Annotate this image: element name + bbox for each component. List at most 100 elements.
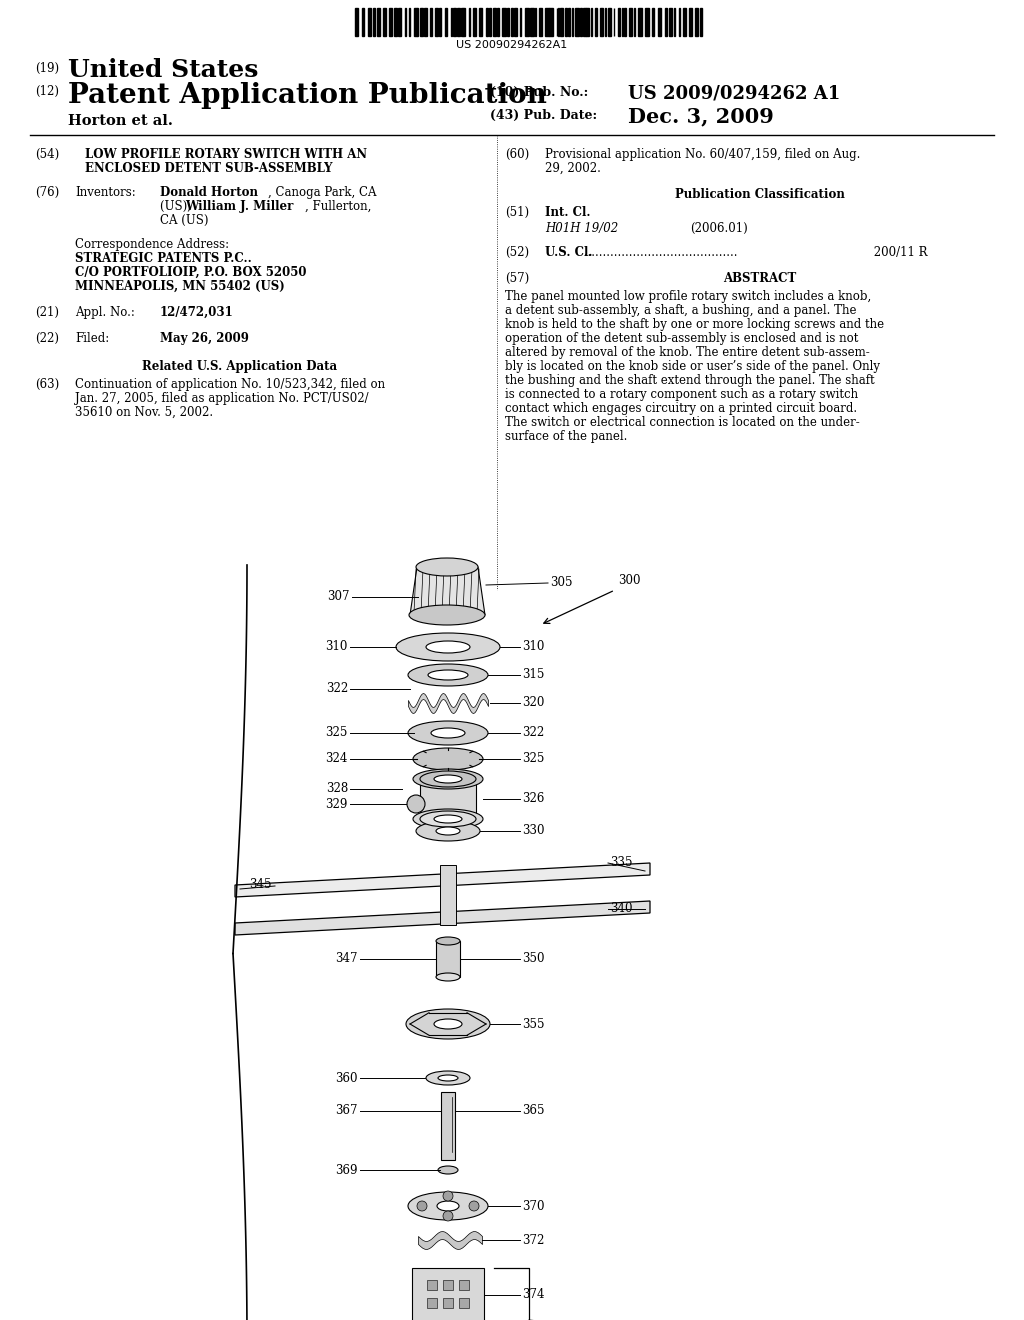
Text: United States: United States — [68, 58, 258, 82]
Text: Publication Classification: Publication Classification — [675, 187, 845, 201]
Ellipse shape — [431, 729, 465, 738]
Bar — [511, 8, 513, 36]
Bar — [502, 8, 506, 36]
Bar — [463, 8, 465, 36]
Bar — [398, 8, 401, 36]
Ellipse shape — [438, 1074, 458, 1081]
Text: Int. Cl.: Int. Cl. — [545, 206, 591, 219]
Bar — [412, 1269, 484, 1320]
Text: (21): (21) — [35, 306, 59, 319]
Bar — [498, 8, 499, 36]
Text: 324: 324 — [326, 752, 348, 766]
Bar — [485, 8, 487, 36]
Bar — [575, 8, 579, 36]
Bar — [439, 8, 441, 36]
Text: operation of the detent sub-assembly is enclosed and is not: operation of the detent sub-assembly is … — [505, 333, 858, 345]
Text: 372: 372 — [522, 1233, 545, 1246]
Text: 307: 307 — [328, 590, 350, 603]
Text: altered by removal of the knob. The entire detent sub-assem-: altered by removal of the knob. The enti… — [505, 346, 869, 359]
Text: 35610 on Nov. 5, 2002.: 35610 on Nov. 5, 2002. — [75, 407, 213, 418]
Ellipse shape — [428, 671, 468, 680]
Bar — [645, 8, 648, 36]
Text: contact which engages circuitry on a printed circuit board.: contact which engages circuitry on a pri… — [505, 403, 857, 414]
Bar — [440, 865, 456, 925]
Text: The switch or electrical connection is located on the under-: The switch or electrical connection is l… — [505, 416, 860, 429]
Bar — [658, 8, 662, 36]
Bar — [427, 1298, 437, 1308]
Text: Donald Horton: Donald Horton — [160, 186, 258, 199]
Bar — [583, 8, 586, 36]
Bar — [545, 8, 549, 36]
Text: (22): (22) — [35, 333, 59, 345]
Bar — [420, 779, 476, 818]
Bar — [683, 8, 686, 36]
Bar — [549, 8, 553, 36]
Text: 350: 350 — [522, 953, 545, 965]
Text: Jan. 27, 2005, filed as application No. PCT/US02/: Jan. 27, 2005, filed as application No. … — [75, 392, 369, 405]
Text: Appl. No.:: Appl. No.: — [75, 306, 135, 319]
Ellipse shape — [436, 828, 460, 836]
Polygon shape — [234, 863, 650, 898]
Polygon shape — [234, 902, 650, 935]
Bar — [595, 8, 597, 36]
Bar — [488, 8, 492, 36]
Bar — [459, 1298, 469, 1308]
Text: 200/11 R: 200/11 R — [870, 246, 928, 259]
Bar — [674, 8, 675, 36]
Circle shape — [469, 1201, 479, 1210]
Text: 12/472,031: 12/472,031 — [160, 306, 233, 319]
Bar — [618, 8, 620, 36]
Text: Related U.S. Application Data: Related U.S. Application Data — [142, 360, 338, 374]
Ellipse shape — [416, 558, 478, 576]
Text: a detent sub-assembly, a shaft, a bushing, and a panel. The: a detent sub-assembly, a shaft, a bushin… — [505, 304, 856, 317]
Bar — [436, 941, 460, 977]
Bar — [443, 1298, 453, 1308]
Bar — [600, 8, 602, 36]
Text: 328: 328 — [326, 783, 348, 796]
Bar — [457, 8, 460, 36]
Ellipse shape — [420, 810, 476, 828]
Bar — [430, 8, 432, 36]
Bar — [670, 8, 672, 36]
Text: 360: 360 — [336, 1072, 358, 1085]
Circle shape — [407, 795, 425, 813]
Text: 322: 322 — [326, 682, 348, 696]
Ellipse shape — [408, 1192, 488, 1220]
Text: Dec. 3, 2009: Dec. 3, 2009 — [628, 106, 774, 125]
Bar — [624, 8, 626, 36]
Text: H01H 19/02: H01H 19/02 — [545, 222, 618, 235]
Text: 329: 329 — [326, 797, 348, 810]
Bar — [393, 8, 396, 36]
Text: CA (US): CA (US) — [160, 214, 209, 227]
Ellipse shape — [409, 605, 485, 624]
Bar — [383, 8, 386, 36]
Text: 320: 320 — [522, 697, 545, 710]
Bar — [507, 8, 509, 36]
Bar — [525, 8, 528, 36]
Bar — [567, 8, 570, 36]
Ellipse shape — [434, 814, 462, 822]
Bar — [473, 8, 476, 36]
Circle shape — [443, 1191, 453, 1201]
Text: LOW PROFILE ROTARY SWITCH WITH AN: LOW PROFILE ROTARY SWITCH WITH AN — [85, 148, 368, 161]
Text: Correspondence Address:: Correspondence Address: — [75, 238, 229, 251]
Text: 374: 374 — [522, 1288, 545, 1302]
Ellipse shape — [413, 748, 483, 770]
Text: ABSTRACT: ABSTRACT — [723, 272, 797, 285]
Text: MINNEAPOLIS, MN 55402 (US): MINNEAPOLIS, MN 55402 (US) — [75, 280, 285, 293]
Bar — [444, 8, 447, 36]
Text: is connected to a rotary component such as a rotary switch: is connected to a rotary component such … — [505, 388, 858, 401]
Bar — [441, 1092, 455, 1160]
Text: US 2009/0294262 A1: US 2009/0294262 A1 — [628, 84, 841, 102]
Bar — [459, 1280, 469, 1290]
Text: 300: 300 — [618, 574, 640, 587]
Text: .........................................: ........................................… — [580, 246, 737, 259]
Text: 367: 367 — [336, 1105, 358, 1118]
Text: C/O PORTFOLIOIP, P.O. BOX 52050: C/O PORTFOLIOIP, P.O. BOX 52050 — [75, 267, 306, 279]
Text: 330: 330 — [522, 825, 545, 837]
Bar — [514, 8, 517, 36]
Ellipse shape — [416, 821, 480, 841]
Ellipse shape — [413, 809, 483, 829]
Text: (57): (57) — [505, 272, 529, 285]
Text: (52): (52) — [505, 246, 529, 259]
